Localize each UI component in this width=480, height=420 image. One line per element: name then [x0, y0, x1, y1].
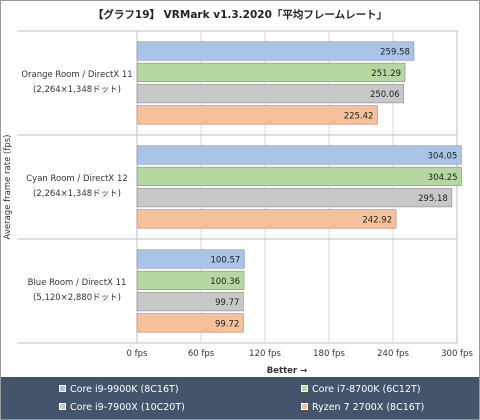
x-tick-label: 240 fps — [377, 349, 409, 359]
legend-item: Core i9-7900X (10C20T) — [59, 402, 185, 413]
bar-value-label: 304.25 — [428, 173, 458, 183]
x-tick-label: 120 fps — [249, 349, 281, 359]
bar — [136, 166, 462, 186]
legend-item: Core i9-9900K (8C16T) — [59, 384, 179, 395]
bar — [136, 292, 244, 312]
bar-value-label: 99.72 — [215, 319, 239, 329]
legend-swatch — [301, 385, 308, 392]
category-sublabel: (2,264×1,348ドット) — [33, 189, 121, 199]
category-sublabel: (2,264×1,348ドット) — [33, 85, 121, 95]
bar-value-label: 251.29 — [371, 69, 401, 79]
legend-item: Core i7-8700K (6C12T) — [301, 384, 421, 395]
x-tick-label: 180 fps — [313, 349, 345, 359]
bar-value-label: 304.05 — [428, 152, 458, 162]
legend-label: Core i7-8700K (6C12T) — [312, 384, 421, 395]
legend-label: Core i9-7900X (10C20T) — [70, 402, 185, 413]
x-tick-label: 60 fps — [188, 349, 215, 359]
category-sublabel: (5,120×2,880ドット) — [33, 293, 121, 303]
category-label: Orange Room / DirectX 11 — [21, 70, 132, 80]
bar-value-label: 259.58 — [380, 48, 410, 58]
x-axis-label: Better → — [267, 366, 307, 376]
bar — [136, 62, 406, 82]
bar — [136, 270, 245, 290]
category-label: Cyan Room / DirectX 12 — [26, 174, 128, 184]
legend-label: Core i9-9900K (8C16T) — [70, 384, 179, 395]
bar — [136, 105, 378, 125]
plot-area — [136, 30, 458, 344]
category-label: Blue Room / DirectX 11 — [28, 278, 127, 288]
y-axis-label: Average frame rate (fps) — [3, 135, 13, 240]
bar-value-label: 242.92 — [362, 215, 392, 225]
bar — [136, 188, 453, 208]
x-tick-label: 0 fps — [127, 349, 148, 359]
bar — [136, 313, 244, 333]
bar-value-label: 250.06 — [370, 90, 400, 100]
bar — [136, 249, 245, 269]
legend-swatch — [301, 403, 308, 410]
legend-item: Ryzen 7 2700X (8C16T) — [301, 402, 424, 413]
bar-value-label: 99.77 — [215, 298, 239, 308]
bar-value-label: 100.36 — [210, 277, 240, 287]
bar-chart: 0 fps 60 fps 120 fps 180 fps 240 fps 300 fps 2… — [3, 30, 473, 376]
legend: Core i9-9900K (8C16T) Core i7-8700K (6C12… — [1, 377, 479, 419]
chart-title: 【グラフ19】 VRMark v1.3.2020「平均フレームレート」 — [92, 9, 388, 21]
x-tick-label: 300 fps — [441, 349, 473, 359]
bar — [136, 145, 462, 165]
legend-label: Ryzen 7 2700X (8C16T) — [312, 402, 425, 413]
bar-value-label: 295.18 — [418, 194, 448, 204]
bar — [136, 41, 415, 61]
bar — [136, 84, 405, 104]
bar-value-label: 100.57 — [211, 256, 241, 266]
bar — [136, 209, 397, 229]
legend-swatch — [59, 403, 66, 410]
bar-value-label: 225.42 — [344, 111, 374, 121]
legend-swatch — [59, 385, 66, 392]
